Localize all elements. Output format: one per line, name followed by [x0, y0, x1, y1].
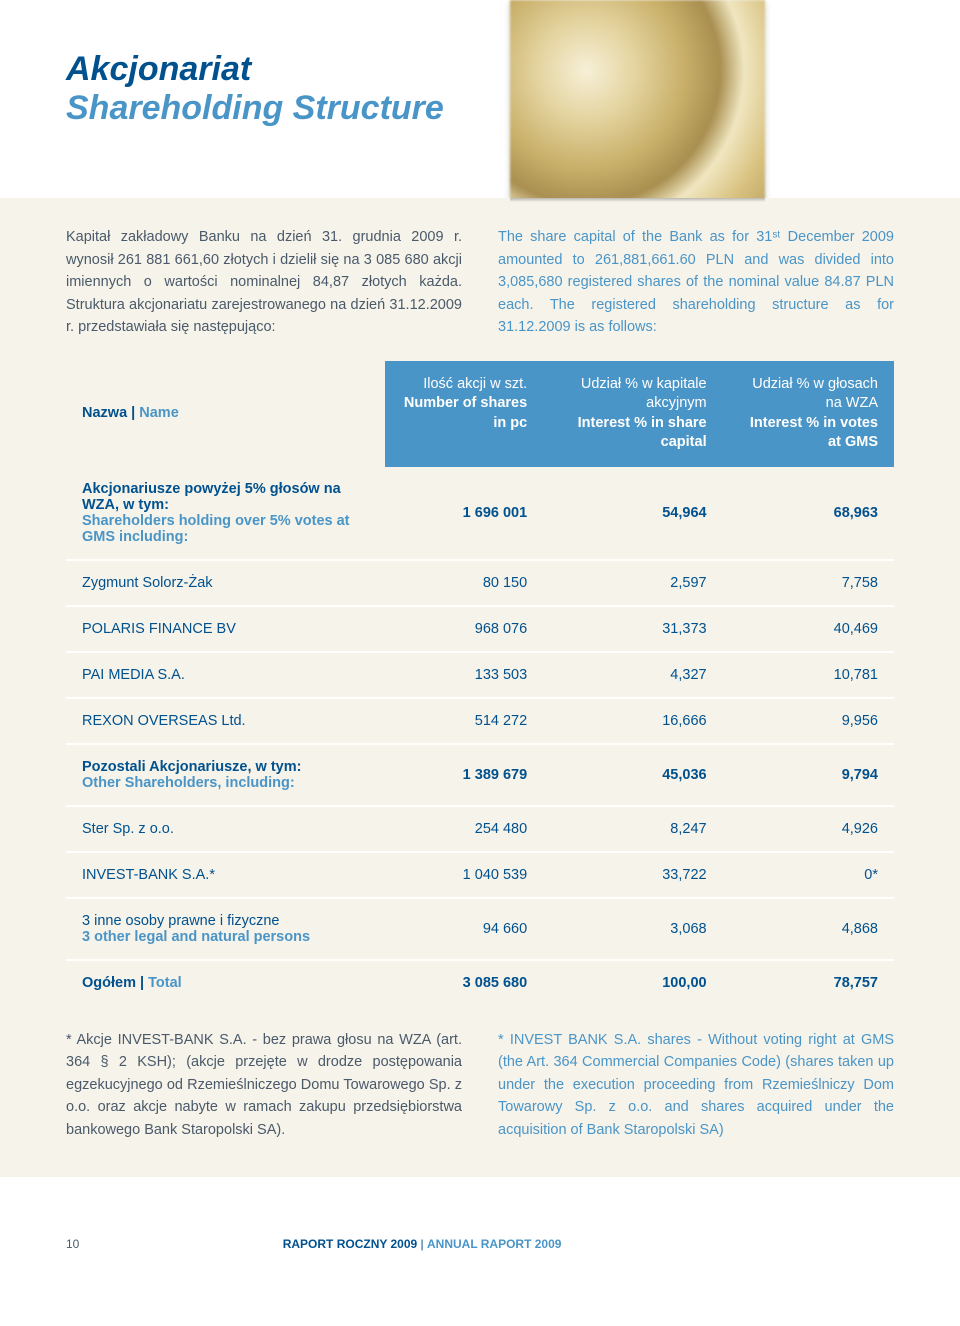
image-shadow [510, 198, 765, 202]
row-value-cell: 2,597 [543, 560, 722, 606]
row-label-cell: INVEST-BANK S.A.* [66, 852, 385, 898]
row-value-cell: 1 040 539 [385, 852, 543, 898]
row-value-cell: 4,926 [723, 806, 894, 852]
title-pl: Akcjonariat [66, 50, 251, 88]
row-value-cell: 133 503 [385, 652, 543, 698]
row-value-cell: 254 480 [385, 806, 543, 852]
row-value-cell: 3,068 [543, 898, 722, 960]
row-label-cell: Zygmunt Solorz-Żak [66, 560, 385, 606]
col-header-shares-pl: Ilość akcji w szt. [423, 376, 527, 392]
col-header-votes-en: Interest % in votes at GMS [750, 415, 878, 451]
col-header-capital-pl: Udział % w kapitale akcyjnym [581, 376, 707, 412]
footnote-en: * INVEST BANK S.A. shares - Without voti… [498, 1029, 894, 1141]
row-value-cell: 16,666 [543, 698, 722, 744]
col-header-name-en: Name [139, 405, 179, 421]
row-value-cell: 9,956 [723, 698, 894, 744]
row-value-cell: 8,247 [543, 806, 722, 852]
row-value-cell: 1 389 679 [385, 744, 543, 806]
table-row: Pozostali Akcjonariusze, w tym:Other Sha… [66, 744, 894, 806]
row-value-cell: 54,964 [543, 467, 722, 560]
row-value-cell: 7,758 [723, 560, 894, 606]
col-header-name-pl: Nazwa [82, 405, 127, 421]
shareholding-table: Nazwa | Name Ilość akcji w szt. Number o… [66, 361, 894, 1005]
row-value-cell: 40,469 [723, 606, 894, 652]
row-label-cell: Pozostali Akcjonariusze, w tym:Other Sha… [66, 744, 385, 806]
row-value-cell: 45,036 [543, 744, 722, 806]
row-value-cell: 100,00 [543, 960, 722, 1005]
row-value-cell: 31,373 [543, 606, 722, 652]
intro-pl: Kapitał zakładowy Banku na dzień 31. gru… [66, 226, 462, 338]
intro-en: The share capital of the Bank as for 31ˢ… [498, 226, 894, 338]
col-header-capital: Udział % w kapitale akcyjnym Interest % … [543, 361, 722, 467]
row-label-cell: REXON OVERSEAS Ltd. [66, 698, 385, 744]
table-row: POLARIS FINANCE BV968 07631,37340,469 [66, 606, 894, 652]
row-label-cell: 3 inne osoby prawne i fizyczne3 other le… [66, 898, 385, 960]
row-value-cell: 10,781 [723, 652, 894, 698]
table-row: Akcjonariusze powyżej 5% głosów na WZA, … [66, 467, 894, 560]
row-label-cell: POLARIS FINANCE BV [66, 606, 385, 652]
col-header-capital-en: Interest % in share capital [578, 415, 707, 451]
row-value-cell: 78,757 [723, 960, 894, 1005]
row-value-cell: 94 660 [385, 898, 543, 960]
report-pl: RAPORT ROCZNY 2009 [283, 1237, 417, 1251]
col-header-votes: Udział % w głosach na WZA Interest % in … [723, 361, 894, 467]
row-label-cell: Ster Sp. z o.o. [66, 806, 385, 852]
row-value-cell: 968 076 [385, 606, 543, 652]
row-value-cell: 9,794 [723, 744, 894, 806]
row-value-cell: 33,722 [543, 852, 722, 898]
table-row: Ogółem | Total3 085 680100,0078,757 [66, 960, 894, 1005]
row-label-cell: PAI MEDIA S.A. [66, 652, 385, 698]
title-en: Shareholding Structure [66, 89, 444, 127]
row-value-cell: 68,963 [723, 467, 894, 560]
table-row: Zygmunt Solorz-Żak80 1502,5977,758 [66, 560, 894, 606]
col-header-shares: Ilość akcji w szt. Number of shares in p… [385, 361, 543, 467]
table-row: 3 inne osoby prawne i fizyczne3 other le… [66, 898, 894, 960]
col-header-votes-pl: Udział % w głosach na WZA [752, 376, 878, 412]
col-header-name: Nazwa | Name [66, 361, 385, 467]
report-en: ANNUAL RAPORT 2009 [427, 1237, 561, 1251]
table-row: PAI MEDIA S.A.133 5034,32710,781 [66, 652, 894, 698]
row-label-cell: Akcjonariusze powyżej 5% głosów na WZA, … [66, 467, 385, 560]
footnote-pl: * Akcje INVEST-BANK S.A. - bez prawa gło… [66, 1029, 462, 1141]
table-row: INVEST-BANK S.A.*1 040 53933,7220* [66, 852, 894, 898]
row-value-cell: 4,327 [543, 652, 722, 698]
table-row: Ster Sp. z o.o.254 4808,2474,926 [66, 806, 894, 852]
row-value-cell: 3 085 680 [385, 960, 543, 1005]
table-row: REXON OVERSEAS Ltd.514 27216,6669,956 [66, 698, 894, 744]
col-header-shares-en: Number of shares in pc [404, 395, 527, 431]
page-number: 10 [66, 1237, 79, 1251]
row-value-cell: 0* [723, 852, 894, 898]
row-value-cell: 4,868 [723, 898, 894, 960]
row-label-cell: Ogółem | Total [66, 960, 385, 1005]
page-title: Akcjonariat Shareholding Structure [66, 50, 894, 128]
row-value-cell: 1 696 001 [385, 467, 543, 560]
row-value-cell: 80 150 [385, 560, 543, 606]
row-value-cell: 514 272 [385, 698, 543, 744]
